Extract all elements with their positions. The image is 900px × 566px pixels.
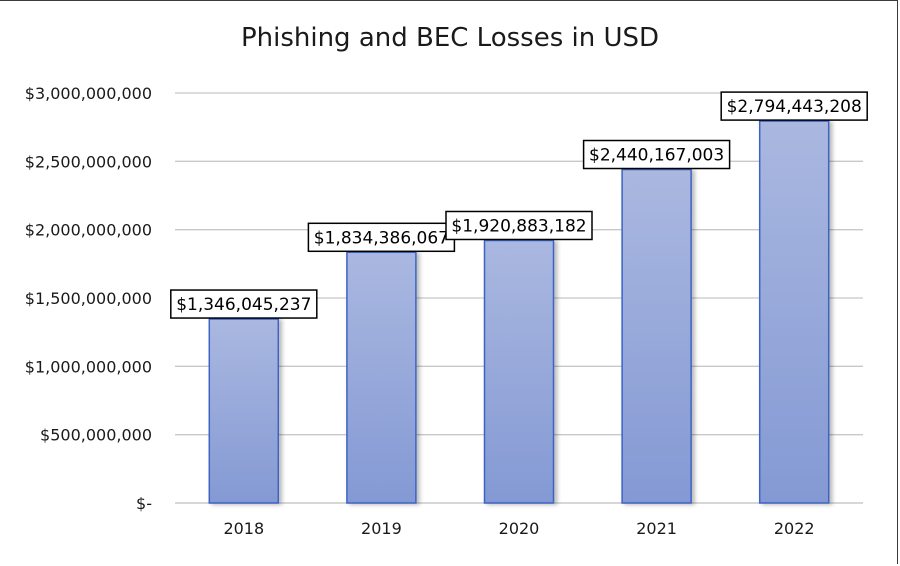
- data-labels: $1,346,045,237 $1,834,386,067$1,920,883,1…: [170, 91, 868, 319]
- bar-2022: [758, 120, 830, 504]
- x-tick-label: 2020: [499, 519, 540, 538]
- data-label-box: [170, 289, 318, 319]
- bars: [208, 120, 830, 504]
- data-label-2018: $1,346,045,237: [170, 289, 318, 319]
- x-axis-ticks: 2018 2019 2020 2021 2022: [223, 519, 814, 538]
- data-label-2022: $2,794,443,208: [720, 91, 868, 121]
- data-label-2019: $1,834,386,067: [307, 222, 456, 253]
- data-label-text: $1,346,045,237: [176, 295, 311, 315]
- data-label-2020: $1,920,883,182: [445, 210, 593, 241]
- bar-2019: [346, 251, 417, 504]
- chart-title: Phishing and BEC Losses in USD: [241, 23, 659, 53]
- x-tick-label: 2019: [361, 519, 402, 538]
- y-axis-ticks: $- $500,000,000 $1,000,000,000 $1,500,000,0…: [25, 84, 152, 513]
- data-label-2021: $2,440,167,003: [582, 139, 731, 170]
- data-label-text: $2,440,167,003: [589, 146, 724, 166]
- bar-2020: [483, 239, 555, 504]
- y-tick-label: $3,000,000,000: [25, 84, 152, 103]
- y-tick-label: $1,500,000,000: [25, 289, 152, 308]
- x-tick-label: 2022: [774, 519, 815, 538]
- y-tick-label: $-: [136, 494, 152, 513]
- y-tick-label: $1,000,000,000: [25, 357, 152, 376]
- data-label-text: $1,920,883,182: [451, 216, 586, 236]
- data-label-text: $2,794,443,208: [727, 97, 862, 117]
- y-tick-label: $500,000,000: [40, 426, 152, 445]
- x-tick-label: 2021: [636, 519, 677, 538]
- y-tick-label: $2,500,000,000: [25, 152, 152, 171]
- x-tick-label: 2018: [223, 519, 264, 538]
- data-label-box: [720, 91, 868, 121]
- data-label-box: [582, 139, 731, 170]
- bar-2018: [208, 318, 280, 504]
- data-label-box: [445, 210, 593, 241]
- y-tick-label: $2,000,000,000: [25, 221, 152, 240]
- data-label-text: $1,834,386,067: [314, 228, 449, 248]
- bar-2021: [621, 168, 692, 504]
